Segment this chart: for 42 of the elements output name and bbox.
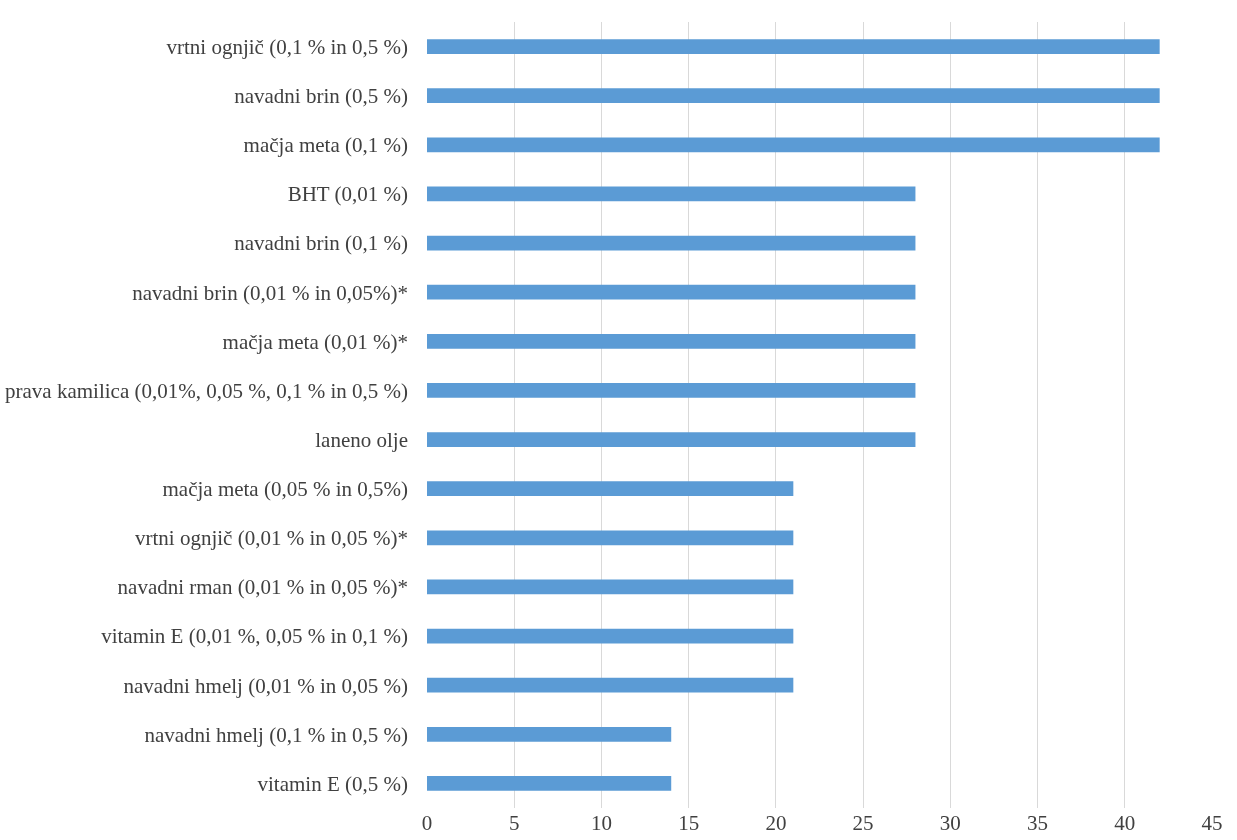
x-tick-label: 35 [1027,811,1049,835]
y-tick-label: vrtni ognjič (0,01 % in 0,05 %)* [135,526,408,551]
y-tick-label: laneno olje [315,427,408,452]
y-tick-label: vitamin E (0,5 %) [257,771,408,796]
bar [427,39,1160,54]
y-tick-label: navadni brin (0,1 %) [234,231,408,256]
x-tick-label: 30 [939,811,961,835]
y-tick-label: navadni hmelj (0,01 % in 0,05 %) [123,673,408,698]
x-tick-label: 45 [1201,811,1223,835]
y-tick-label: mačja meta (0,01 %)* [222,329,408,354]
bar [427,333,916,349]
y-tick-label: navadni hmelj (0,1 % in 0,5 %) [144,722,408,747]
bar [427,677,794,693]
bar [427,284,916,300]
x-tick-label: 20 [765,811,787,835]
x-tick-label: 10 [590,811,612,835]
y-tick-label: mačja meta (0,05 % in 0,5%) [162,477,409,502]
bar [427,432,916,447]
x-tick-label: 40 [1114,811,1136,835]
bar [427,481,794,497]
y-tick-label: navadni brin (0,01 % in 0,05%)* [132,280,408,305]
y-tick-label: mačja meta (0,1 %) [243,133,409,158]
bar [427,628,794,644]
bar [427,579,794,595]
y-tick-label: vrtni ognjič (0,1 % in 0,5 %) [166,34,408,59]
bar [427,186,916,202]
bar [427,726,672,742]
x-tick-label: 0 [421,811,433,835]
y-tick-label: vitamin E (0,01 %, 0,05 % in 0,1 %) [101,624,408,649]
x-tick-label: 5 [508,811,520,835]
bar [427,137,1160,153]
bar [427,383,916,398]
y-tick-label: navadni brin (0,5 %) [234,84,408,109]
x-tick-label: 25 [852,811,874,835]
x-tick-label: 15 [678,811,700,835]
y-tick-label: BHT (0,01 %) [287,182,408,207]
bar [427,88,1160,104]
bar [427,235,916,251]
y-tick-label: navadni rman (0,01 % in 0,05 %)* [117,575,408,600]
y-tick-label: prava kamilica (0,01%, 0,05 %, 0,1 % in 0,5 %) [5,378,408,403]
bar [427,776,672,791]
bar [427,530,794,546]
